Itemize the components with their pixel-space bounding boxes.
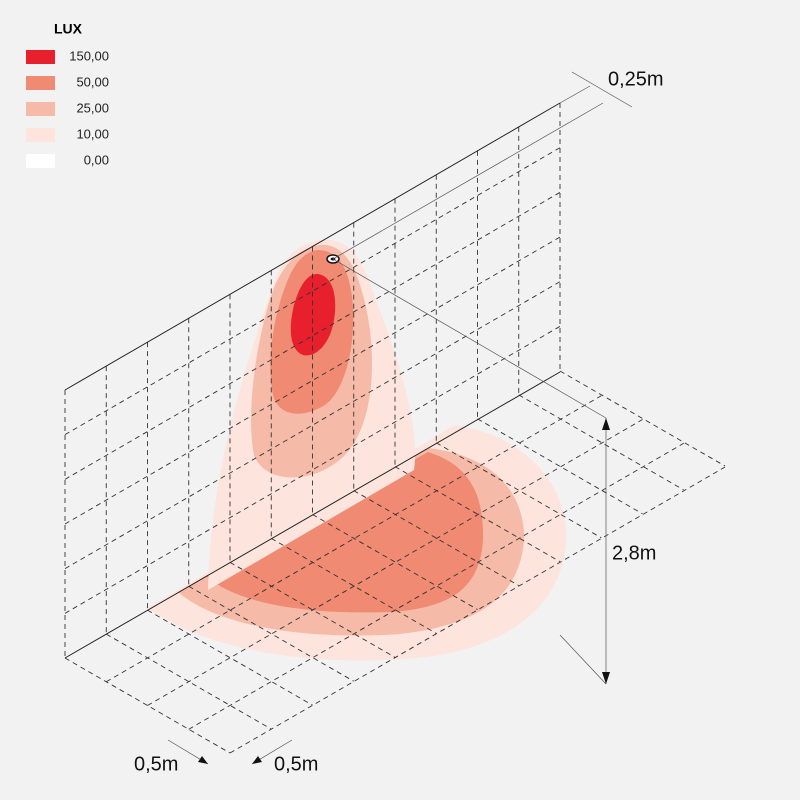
floor-grid-line <box>106 633 272 730</box>
offset-label: 0,25m <box>608 68 664 90</box>
legend-label: 50,00 <box>76 74 109 89</box>
floor-grid-line <box>477 418 643 515</box>
contour-50 <box>206 452 484 613</box>
floor-grid-line <box>312 514 478 610</box>
legend-swatch <box>26 102 55 116</box>
height-guide <box>559 634 607 685</box>
floor-grid-line <box>271 538 437 634</box>
floor-grid-line <box>559 370 726 467</box>
legend-label: 0,00 <box>84 152 109 167</box>
depth-label: 0,5m <box>134 753 178 775</box>
legend-swatch <box>26 76 55 90</box>
wall-contours <box>208 239 416 591</box>
legend-label: 150,00 <box>69 48 109 63</box>
floor-grid-line <box>147 609 313 706</box>
floor-grid-line <box>229 561 396 658</box>
grid <box>64 103 726 754</box>
height-label: 2,8m <box>612 542 656 564</box>
floor-grid-line <box>64 657 231 754</box>
floor-grid-line <box>518 394 684 491</box>
offset-guide <box>559 85 591 104</box>
offset-guide <box>332 102 604 260</box>
legend: 150,00 50,00 25,00 10,00 0,00 <box>26 48 109 168</box>
contour-150 <box>290 273 336 356</box>
floor-grid-line <box>353 490 519 586</box>
height-guide <box>332 258 607 419</box>
floor-contours <box>148 425 567 661</box>
wall-floor-edge <box>64 371 561 659</box>
legend-swatch <box>26 50 55 64</box>
floor-grid-line <box>436 442 602 539</box>
legend-label: 10,00 <box>76 126 109 141</box>
legend-label: 25,00 <box>76 100 109 115</box>
offset-dimension <box>571 71 633 108</box>
wall-top-edge <box>64 102 561 391</box>
floor-grid-line <box>188 585 354 682</box>
floor-grid-line <box>394 466 561 563</box>
legend-title: LUX <box>54 21 83 37</box>
spacing-label: 0,5m <box>274 753 318 775</box>
legend-swatch <box>26 128 55 142</box>
arrowheads <box>198 756 262 764</box>
legend-swatch <box>26 154 55 168</box>
